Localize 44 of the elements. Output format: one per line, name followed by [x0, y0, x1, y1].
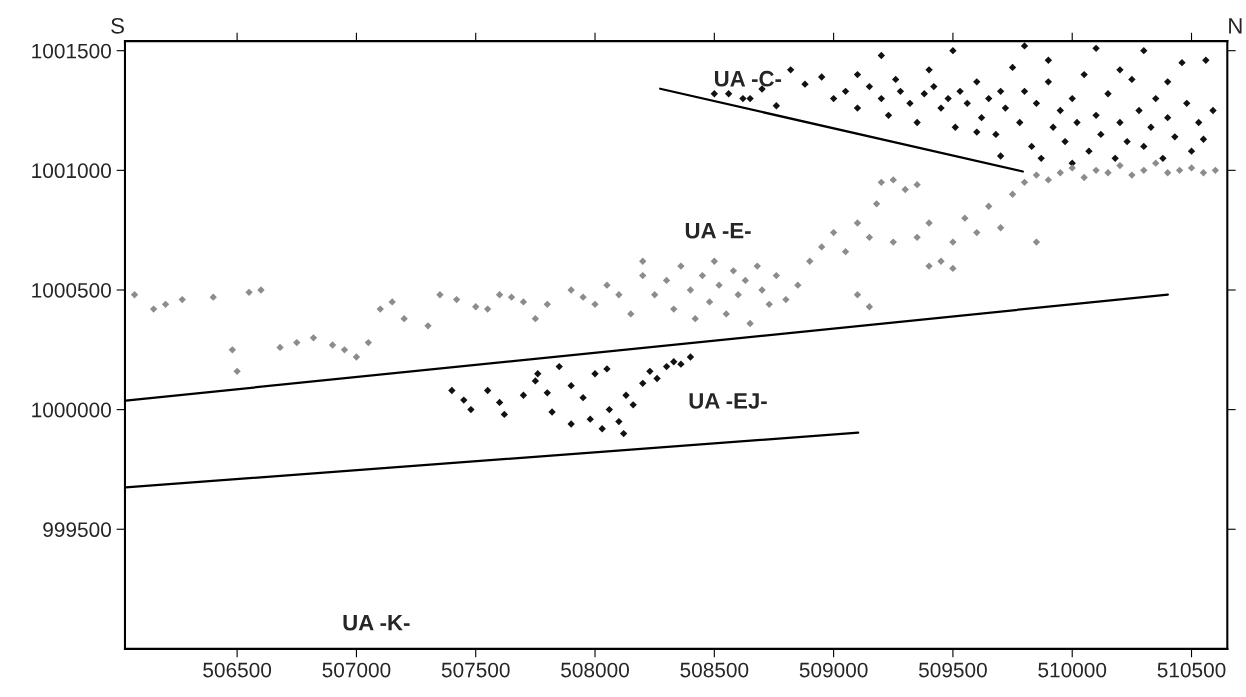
y-tick-label: 1001000 [32, 163, 111, 179]
point [543, 389, 551, 397]
text: N [1229, 18, 1242, 34]
point [531, 377, 540, 385]
point [448, 386, 456, 395]
x-tick-label: 508500 [680, 662, 749, 678]
annotation: UA -K- [343, 615, 410, 631]
x-tick-label: 507000 [322, 662, 391, 678]
point [598, 425, 606, 433]
point [534, 370, 542, 378]
point [467, 405, 475, 414]
x-tick-label: 509000 [799, 662, 868, 678]
x-tick-label: 507500 [441, 662, 510, 678]
x-tick-label: 510500 [1157, 662, 1226, 678]
point [639, 379, 647, 387]
y-tick-label: 1000500 [32, 282, 111, 298]
x-tick-label: 510000 [1038, 662, 1107, 678]
x-tick-label: 506500 [203, 662, 272, 678]
point [605, 405, 614, 414]
point [629, 401, 637, 409]
annotation: UA -EJ- [689, 393, 767, 409]
point [519, 391, 528, 399]
annotation: UA -C- [714, 70, 782, 87]
annotation: UA -E- [685, 223, 751, 239]
point [483, 386, 492, 395]
point [646, 367, 654, 376]
point [555, 362, 563, 371]
y-tick-label: 1000000 [32, 402, 111, 418]
point [619, 429, 628, 438]
point [495, 398, 504, 407]
point [500, 410, 509, 419]
point [579, 393, 587, 402]
x-tick-label: 508000 [561, 662, 629, 678]
x-tick-label: 509500 [919, 662, 987, 678]
y-tick-label: 1001500 [32, 43, 111, 59]
point [567, 382, 575, 390]
y-tick-label: 999500 [43, 522, 111, 538]
point [662, 362, 671, 371]
point [653, 374, 661, 383]
text: S [111, 17, 124, 34]
point [586, 415, 594, 423]
point [686, 353, 695, 361]
point [670, 358, 678, 366]
point [615, 417, 623, 426]
